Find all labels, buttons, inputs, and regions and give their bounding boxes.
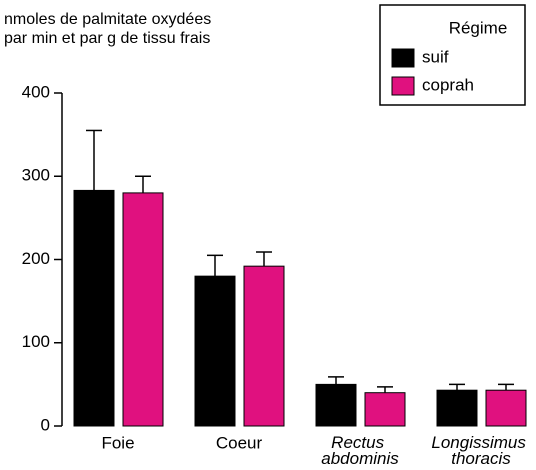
y-axis-title-line: nmoles de palmitate oxydées — [4, 11, 211, 28]
legend-swatch — [391, 48, 415, 68]
y-axis-title-line: par min et par g de tissu frais — [4, 30, 210, 47]
bar — [436, 389, 478, 427]
bar — [243, 265, 285, 427]
x-tick-label: Longissimus thoracis — [431, 433, 530, 468]
bar — [122, 192, 164, 427]
y-tick-label: 100 — [22, 332, 50, 351]
y-tick-label: 400 — [22, 82, 50, 101]
bar — [485, 389, 527, 427]
legend-label: suif — [422, 47, 449, 66]
y-tick-label: 200 — [22, 249, 50, 268]
legend-swatch — [391, 76, 415, 96]
x-tick-label: Foie — [101, 433, 134, 452]
x-tick-label: Rectus abdominis — [321, 433, 399, 468]
legend-title: Régime — [449, 18, 508, 37]
bar — [73, 189, 115, 427]
x-tick-label-line: thoracis — [451, 449, 511, 468]
y-tick-label: 300 — [22, 166, 50, 185]
bar — [315, 383, 357, 427]
x-tick-label-line: Longissimus — [431, 433, 530, 452]
bar — [364, 392, 406, 427]
x-tick-label-line: abdominis — [321, 449, 399, 468]
y-tick-label: 0 — [41, 415, 50, 434]
legend-box — [379, 4, 526, 106]
legend-label: coprah — [422, 75, 474, 94]
bar — [194, 275, 236, 427]
x-tick-label-line: Rectus — [331, 433, 389, 452]
x-tick-label: Coeur — [216, 433, 263, 452]
